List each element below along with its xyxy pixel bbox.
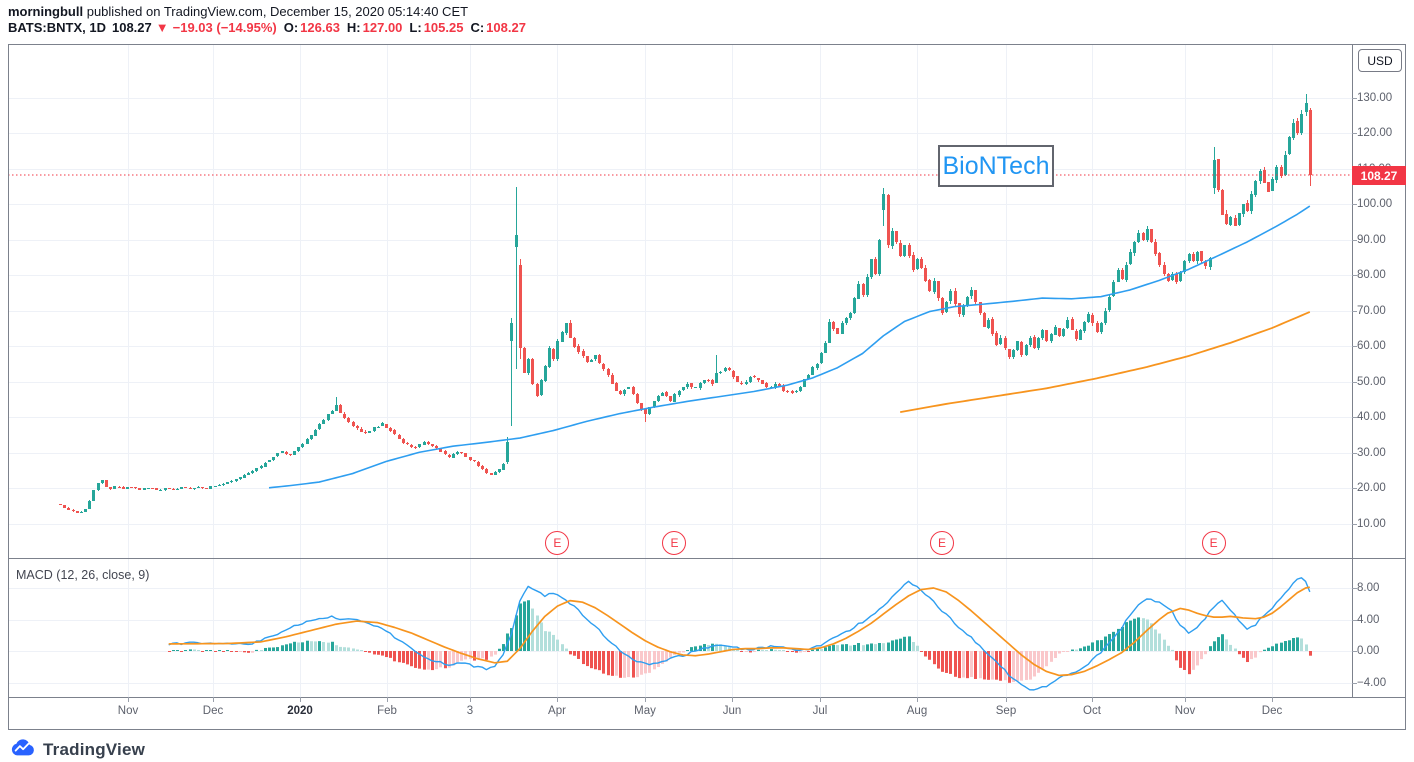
time-axis-label: 3 bbox=[466, 705, 474, 717]
open-label: O: bbox=[283, 20, 299, 35]
earnings-marker[interactable]: E bbox=[662, 531, 687, 555]
tradingview-branding[interactable]: TradingView bbox=[10, 736, 145, 762]
time-axis-label: Nov bbox=[1174, 705, 1196, 717]
price-axis-label: 90.00 bbox=[1357, 233, 1386, 246]
macd-axis-label: 0.00 bbox=[1357, 645, 1380, 657]
direction-arrow: ▼ bbox=[155, 20, 169, 35]
currency-toggle-button[interactable]: USD bbox=[1358, 49, 1402, 72]
symbol-status-line: BATS:BNTX, 1D 108.27 ▼ −19.03 (−14.95%) O: 12… bbox=[8, 20, 526, 35]
earnings-marker[interactable]: E bbox=[1201, 531, 1226, 555]
price-axis-label: 60.00 bbox=[1357, 340, 1386, 353]
time-axis-label: Aug bbox=[906, 705, 928, 717]
price-axis-label: 40.00 bbox=[1357, 411, 1386, 424]
high-label: H: bbox=[346, 20, 361, 35]
last-price: 108.27 bbox=[111, 20, 152, 35]
last-price-badge: 108.27 bbox=[1352, 166, 1406, 185]
price-axis-label: 80.00 bbox=[1357, 269, 1386, 282]
macd-axis-label: 8.00 bbox=[1357, 582, 1380, 594]
time-axis-label: 2020 bbox=[287, 705, 313, 717]
brand-name: TradingView bbox=[43, 739, 146, 759]
high-value: 127.00 bbox=[362, 20, 403, 35]
chart-canvas[interactable] bbox=[8, 44, 1406, 730]
close-value: 108.27 bbox=[486, 20, 526, 35]
publish-info: morningbull published on TradingView.com… bbox=[8, 4, 468, 19]
price-axis-label: 120.00 bbox=[1357, 127, 1393, 140]
price-axis-label: 20.00 bbox=[1357, 482, 1386, 495]
time-axis-label: Dec bbox=[202, 705, 224, 717]
time-axis-label: Dec bbox=[1261, 705, 1283, 717]
open-value: 126.63 bbox=[300, 20, 340, 35]
price-axis-label: 50.00 bbox=[1357, 375, 1386, 388]
price-axis-label: 10.00 bbox=[1357, 518, 1386, 530]
price-change: −19.03 (−14.95%) bbox=[172, 20, 277, 35]
tradingview-logo-icon bbox=[10, 736, 36, 762]
symbol-interval: BATS:BNTX, 1D bbox=[8, 20, 106, 35]
macd-axis-label: 4.00 bbox=[1357, 613, 1380, 626]
low-value: 105.25 bbox=[423, 20, 464, 35]
price-axis-label: 70.00 bbox=[1357, 304, 1386, 317]
earnings-marker[interactable]: E bbox=[929, 531, 954, 555]
price-axis-label: 130.00 bbox=[1357, 91, 1393, 104]
time-axis-label: Nov bbox=[117, 705, 139, 717]
price-axis-label: 100.00 bbox=[1357, 198, 1393, 211]
time-axis-label: May bbox=[634, 705, 656, 717]
earnings-marker[interactable]: E bbox=[545, 531, 570, 555]
symbol-annotation[interactable]: BioNTech bbox=[938, 145, 1054, 187]
author-name: morningbull bbox=[8, 4, 84, 19]
indicator-label[interactable]: MACD (12, 26, close, 9) bbox=[16, 568, 150, 582]
time-axis-label: Jun bbox=[722, 705, 742, 717]
price-axis-label: 30.00 bbox=[1357, 446, 1386, 459]
close-label: C: bbox=[470, 20, 485, 35]
publish-text: published on TradingView.com, December 1… bbox=[83, 4, 469, 19]
time-axis-label: Sep bbox=[995, 705, 1017, 717]
low-label: L: bbox=[409, 20, 422, 35]
macd-axis-label: −4.00 bbox=[1357, 676, 1387, 689]
time-axis-label: Oct bbox=[1083, 705, 1101, 717]
time-axis-label: Apr bbox=[548, 705, 566, 717]
time-axis-label: Jul bbox=[812, 705, 828, 717]
time-axis-label: Feb bbox=[377, 705, 397, 717]
